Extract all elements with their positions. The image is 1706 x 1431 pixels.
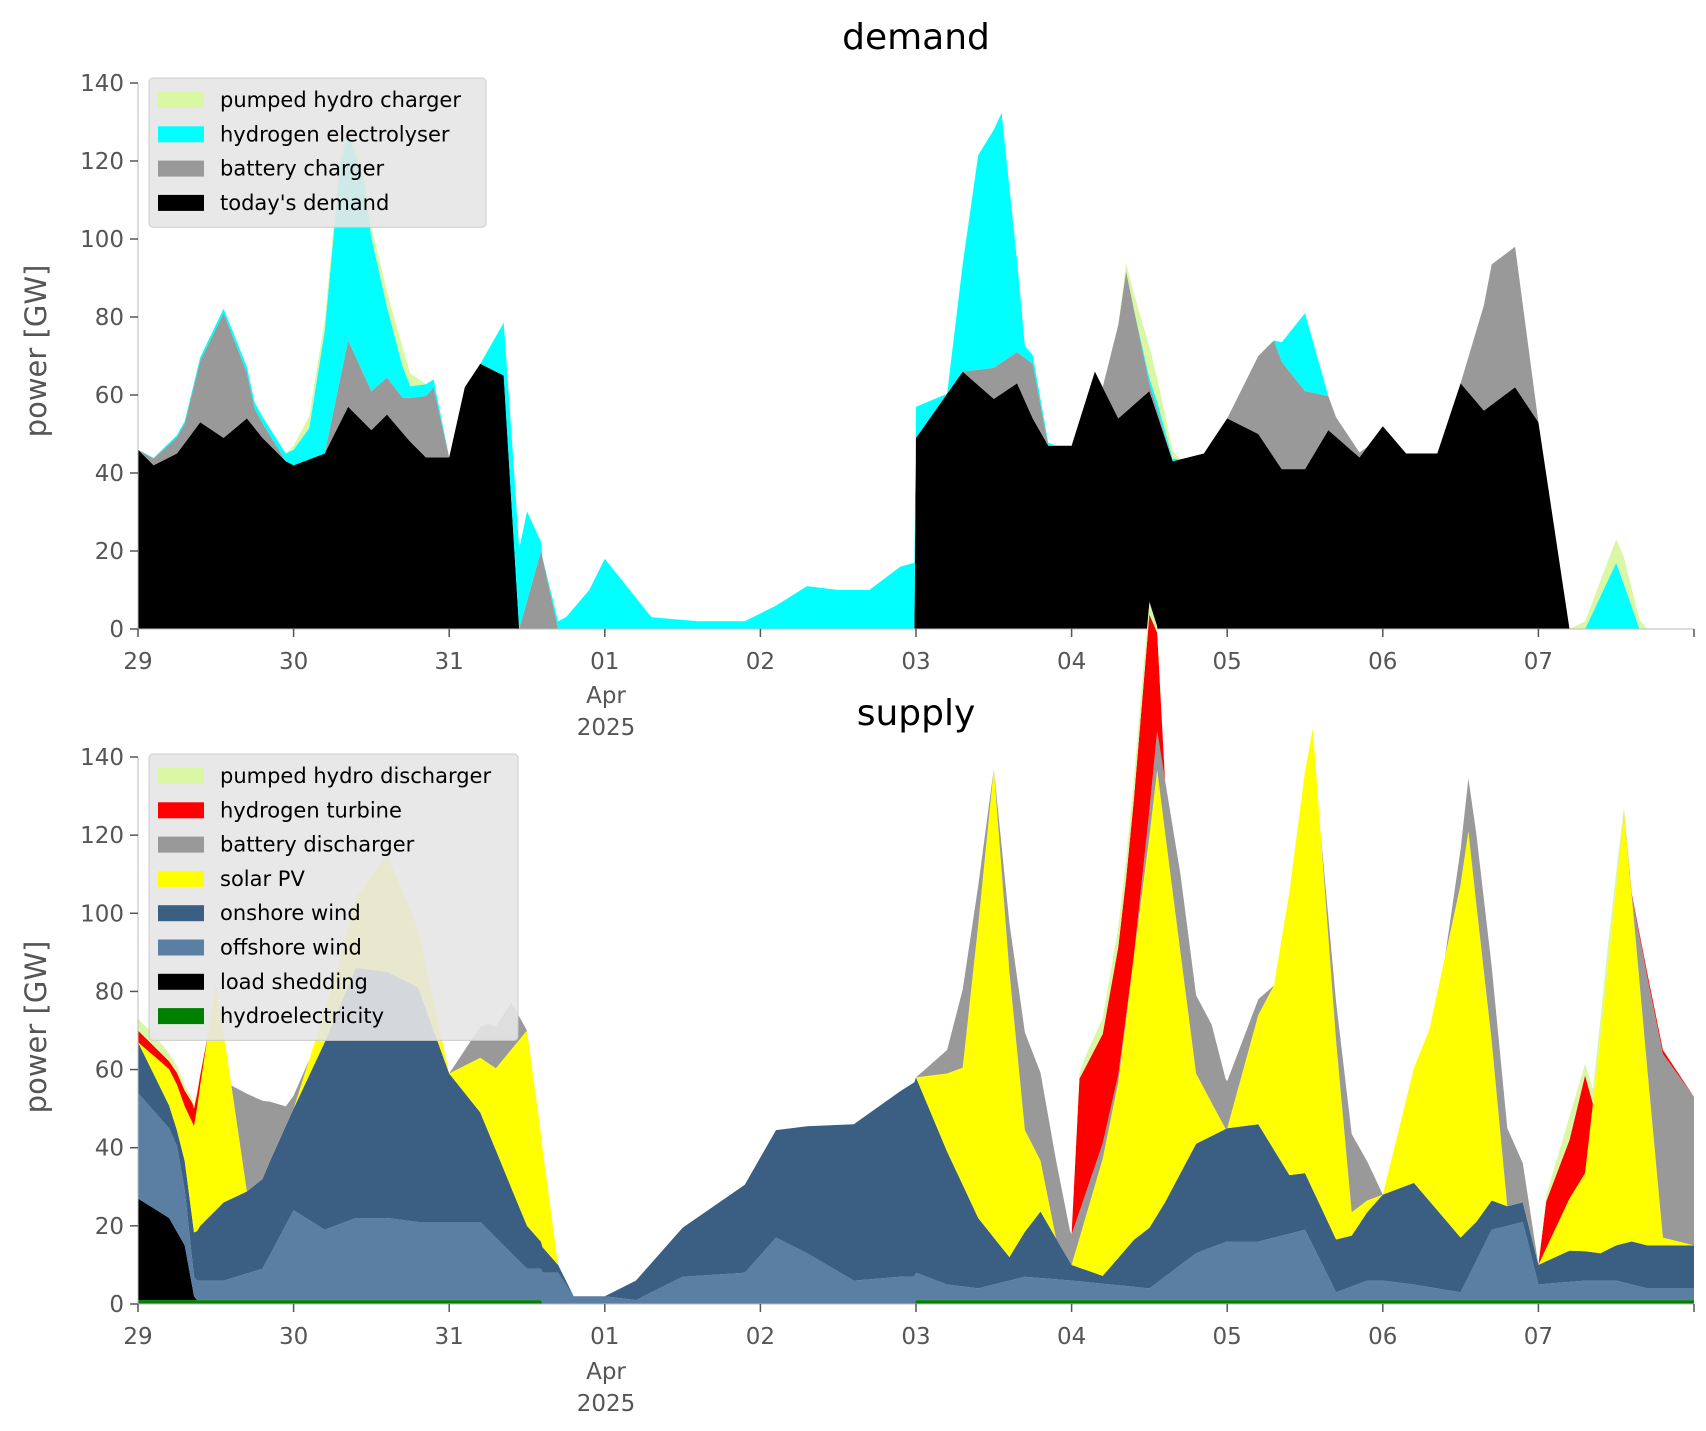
x-tick-label: 02 <box>746 1324 775 1350</box>
y-axis-label: power [GW] <box>19 265 53 438</box>
legend-swatch-pumped-hydro-discharger <box>158 768 204 784</box>
legend-label-today-s-demand: today's demand <box>220 191 389 215</box>
legend-label-solar-pv: solar PV <box>220 867 305 891</box>
x-tick-label: 07 <box>1524 649 1553 675</box>
area-offshore-wind <box>138 1093 1694 1304</box>
area-today-s-demand <box>138 363 1694 629</box>
y-tick-label: 100 <box>80 227 124 253</box>
legend-swatch-hydrogen-turbine <box>158 802 204 819</box>
legend-swatch-offshore-wind <box>158 939 204 956</box>
x-tick-label: 29 <box>123 1324 152 1350</box>
x-tick-label: 31 <box>435 1324 464 1350</box>
x-tick-label: 03 <box>901 1324 930 1350</box>
legend-swatch-battery-charger <box>158 160 204 177</box>
y-tick-label: 140 <box>80 745 124 771</box>
x-tick-month: Apr <box>586 1359 626 1385</box>
x-tick-year: 2025 <box>577 715 636 741</box>
legend-swatch-battery-discharger <box>158 836 204 853</box>
x-tick-label: 30 <box>279 1324 308 1350</box>
stacked-areas <box>138 112 1694 630</box>
x-tick-label: 05 <box>1213 1324 1242 1350</box>
x-ticks: Apr 2025 29 30 31 01 02 03 04 05 06 07 <box>123 1304 1695 1417</box>
x-tick-label: 05 <box>1213 649 1242 675</box>
x-tick-year: 2025 <box>577 1391 636 1417</box>
y-tick-label: 20 <box>95 1214 124 1240</box>
x-tick-label: 07 <box>1524 1324 1553 1350</box>
x-tick-label: 30 <box>279 649 308 675</box>
x-tick-label: 01 <box>590 649 619 675</box>
y-tick-label: 0 <box>109 617 124 643</box>
chart-title: demand <box>842 17 990 58</box>
legend: pumped hydro discharger hydrogen turbine b… <box>148 753 519 1041</box>
y-tick-label: 80 <box>95 979 124 1005</box>
y-tick-label: 140 <box>80 71 124 97</box>
legend-label-battery-discharger: battery discharger <box>220 833 415 857</box>
y-tick-label: 100 <box>80 901 124 927</box>
x-tick-label: 01 <box>590 1324 619 1350</box>
x-tick-label: 04 <box>1057 649 1086 675</box>
x-tick-label: 02 <box>746 649 775 675</box>
legend-label-onshore-wind: onshore wind <box>220 901 361 925</box>
y-tick-label: 0 <box>109 1292 124 1318</box>
legend-label-hydrogen-turbine: hydrogen turbine <box>220 798 402 822</box>
y-ticks: 0 20 40 60 80 100 120 140 <box>80 745 138 1318</box>
x-tick-label: 31 <box>435 649 464 675</box>
y-tick-label: 20 <box>95 539 124 565</box>
legend-label-load-shedding: load shedding <box>220 970 368 994</box>
legend-swatch-onshore-wind <box>158 905 204 922</box>
y-tick-label: 60 <box>95 1058 124 1084</box>
legend-label-hydrogen-electrolyser: hydrogen electrolyser <box>220 122 450 146</box>
legend: pumped hydro charger hydrogen electrolyse… <box>148 77 487 228</box>
legend-swatch-load-shedding <box>158 973 204 990</box>
legend-swatch-hydroelectricity <box>158 1008 204 1025</box>
legend-box <box>148 77 487 228</box>
legend-box <box>148 753 519 1041</box>
legend-label-hydroelectricity: hydroelectricity <box>220 1004 384 1028</box>
x-tick-label: 04 <box>1057 1324 1086 1350</box>
y-axis-label: power [GW] <box>19 941 53 1114</box>
y-tick-label: 120 <box>80 149 124 175</box>
x-tick-label: 03 <box>901 649 930 675</box>
y-tick-label: 40 <box>95 461 124 487</box>
x-ticks: Apr 2025 29 30 31 01 02 03 04 05 06 07 <box>123 629 1695 741</box>
area-solar-pv <box>138 728 1694 1297</box>
chart-title: supply <box>857 693 976 734</box>
x-tick-label: 06 <box>1368 649 1397 675</box>
legend-swatch-hydrogen-electrolyser <box>158 126 204 143</box>
y-tick-label: 120 <box>80 823 124 849</box>
area-onshore-wind <box>138 968 1694 1301</box>
x-tick-label: 06 <box>1368 1324 1397 1350</box>
area-hydroelectricity <box>138 1300 1694 1304</box>
legend-label-pumped-hydro-discharger: pumped hydro discharger <box>220 764 491 788</box>
legend-swatch-solar-pv <box>158 870 204 887</box>
plot-area: 0 20 40 60 80 100 120 140 Apr 2025 29 30 31 01 02 03… <box>80 71 1695 741</box>
x-tick-month: Apr <box>586 683 626 709</box>
stacked-areas <box>138 601 1694 1304</box>
y-ticks: 0 20 40 60 80 100 120 140 <box>80 71 138 643</box>
y-tick-label: 40 <box>95 1136 124 1162</box>
legend-label-battery-charger: battery charger <box>220 157 385 181</box>
y-tick-label: 80 <box>95 305 124 331</box>
legend-swatch-pumped-hydro-charger <box>158 92 204 108</box>
legend-label-pumped-hydro-charger: pumped hydro charger <box>220 88 461 112</box>
legend-swatch-today-s-demand <box>158 194 204 211</box>
x-tick-label: 29 <box>123 649 152 675</box>
legend-label-offshore-wind: offshore wind <box>220 936 362 960</box>
y-tick-label: 60 <box>95 383 124 409</box>
